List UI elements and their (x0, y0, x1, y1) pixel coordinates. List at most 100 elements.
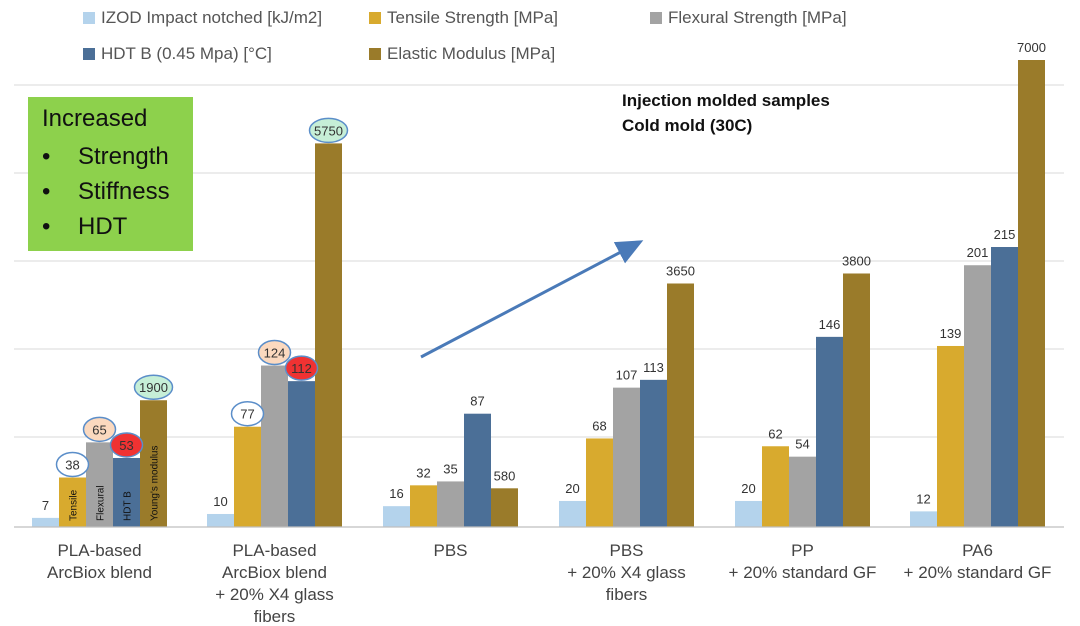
value-label: 16 (389, 486, 403, 501)
highlight-title: Increased (42, 105, 148, 132)
value-label-circle (284, 355, 319, 381)
category-label: ArcBiox blend (222, 563, 327, 582)
value-label: 32 (416, 465, 430, 480)
bar-tensile (234, 426, 261, 527)
value-label: 112 (291, 361, 312, 376)
value-label: 580 (494, 468, 516, 483)
chart-annotation: Injection molded samples Cold mold (30C) (622, 88, 830, 138)
category-label: PP (791, 541, 814, 560)
legend-item-flexural: Flexural Strength [MPa] (650, 8, 847, 28)
bar-modulus (667, 283, 694, 527)
bar-modulus (315, 143, 342, 527)
value-label: 62 (768, 426, 782, 441)
bullet-icon: • (42, 213, 51, 240)
legend-label-modulus: Elastic Modulus [MPa] (387, 44, 556, 63)
value-label: 77 (240, 407, 254, 422)
highlight-item: • Stiffness (28, 174, 170, 209)
value-label: 113 (643, 360, 664, 375)
annotation-line-2: Cold mold (30C) (622, 116, 753, 135)
value-label: 7 (42, 498, 49, 513)
bar-hdt (288, 381, 315, 527)
bar-tensile (762, 446, 789, 527)
bar-izod (559, 500, 586, 527)
bar-tensile (586, 438, 613, 527)
bar-modulus (843, 273, 870, 527)
bar-hdt (113, 457, 140, 527)
value-label: 5750 (314, 123, 343, 138)
bar-modulus (491, 488, 518, 527)
category-label: + 20% X4 glass (215, 585, 334, 604)
value-label-circle (82, 416, 117, 443)
legend-label-tensile: Tensile Strength [MPa] (387, 8, 559, 27)
value-label: 10 (213, 494, 227, 509)
bar-inline-label: Flexural (96, 485, 107, 521)
value-label: 1900 (139, 380, 168, 395)
legend-label-flexural: Flexural Strength [MPa] (668, 8, 847, 27)
category-label: PLA-based (232, 541, 316, 560)
bar-tensile (59, 477, 86, 527)
value-label: 38 (65, 458, 79, 473)
highlight-item: • HDT (28, 209, 170, 244)
bar-hdt (464, 413, 491, 527)
value-label-circle (308, 117, 349, 144)
value-label: 139 (940, 326, 962, 341)
category-label: PBS (433, 541, 467, 560)
value-label: 87 (470, 394, 484, 409)
category-label: + 20% standard GF (729, 563, 877, 582)
value-label: 215 (994, 227, 1016, 242)
legend-swatch-modulus (369, 48, 381, 60)
category-label: + 20% standard GF (904, 563, 1052, 582)
trend-arrow-icon (420, 240, 644, 359)
bar-tensile (410, 485, 437, 527)
bar-flexural (789, 456, 816, 527)
category-label: PLA-based (57, 541, 141, 560)
bar-izod (383, 506, 410, 527)
bar-flexural (613, 387, 640, 527)
value-label-circle (133, 374, 174, 400)
value-label: 53 (119, 438, 133, 453)
legend-swatch-izod (83, 12, 95, 24)
category-label: fibers (254, 607, 296, 626)
value-label: 3800 (842, 253, 871, 268)
annotation-line-1: Injection molded samples (622, 91, 830, 110)
bar-izod (910, 511, 937, 527)
highlight-item: • Strength (28, 139, 170, 174)
highlight-list: • Strength • Stiffness • HDT (28, 139, 170, 244)
bullet-icon: • (42, 178, 51, 205)
category-label: PBS (609, 541, 643, 560)
bar-izod (32, 517, 59, 527)
legend-swatch-hdt (83, 48, 95, 60)
bullet-icon: • (42, 143, 51, 170)
value-label: 107 (616, 368, 638, 383)
value-label: 68 (592, 418, 606, 433)
value-label: 12 (916, 491, 930, 506)
value-label-circle (257, 339, 292, 366)
value-label-circle (109, 432, 144, 458)
bar-hdt (816, 336, 843, 527)
legend-swatch-tensile (369, 12, 381, 24)
bar-flexural (964, 265, 991, 527)
value-label: 20 (565, 481, 579, 496)
category-label: + 20% X4 glass (567, 563, 686, 582)
bar-tensile (937, 345, 964, 527)
highlight-item-label: Strength (78, 143, 169, 170)
bar-modulus (1018, 60, 1045, 527)
bar-flexural (437, 481, 464, 527)
bar-izod (735, 500, 762, 527)
value-label: 201 (967, 245, 989, 260)
bar-flexural (261, 365, 288, 527)
highlight-item-label: HDT (78, 213, 128, 240)
bar-inline-label: Tensile (69, 489, 80, 521)
category-label: ArcBiox blend (47, 563, 152, 582)
legend-swatch-flexural (650, 12, 662, 24)
bar-flexural (86, 442, 113, 527)
value-label: 146 (819, 317, 841, 332)
bar-modulus (140, 400, 167, 527)
bar-hdt (640, 379, 667, 527)
value-label-circle (230, 400, 265, 427)
legend-item-modulus: Elastic Modulus [MPa] (369, 44, 555, 64)
value-label: 35 (443, 461, 457, 476)
bar-izod (207, 513, 234, 527)
legend-item-izod: IZOD Impact notched [kJ/m2] (83, 8, 322, 28)
